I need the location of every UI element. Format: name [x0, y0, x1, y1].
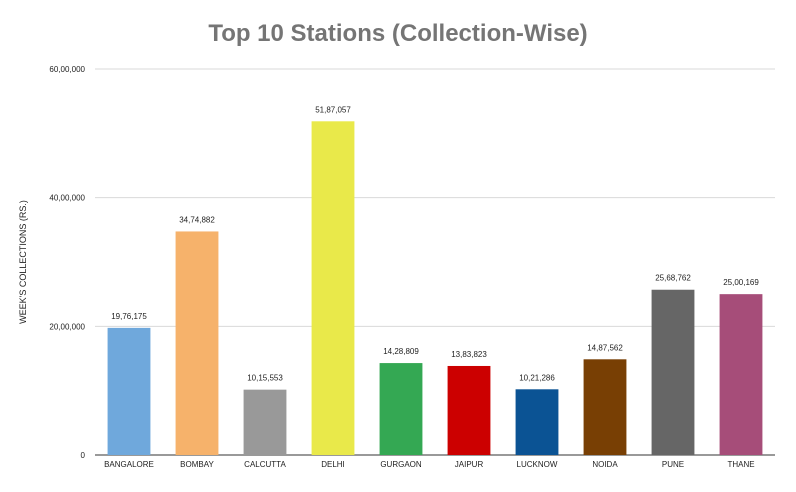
- y-tick-label: 40,00,000: [49, 194, 85, 203]
- bar: [651, 289, 695, 455]
- x-tick-label: CALCUTTA: [244, 460, 286, 469]
- bar: [107, 327, 151, 455]
- y-tick-label: 60,00,000: [49, 65, 85, 74]
- bar-value-label: 10,15,553: [247, 374, 283, 383]
- bar: [175, 231, 219, 455]
- bar: [311, 121, 355, 456]
- bar: [447, 365, 491, 455]
- bar-value-label: 51,87,057: [315, 105, 351, 114]
- bar: [515, 389, 559, 455]
- chart-title: Top 10 Stations (Collection-Wise): [208, 20, 588, 47]
- bar: [243, 389, 287, 455]
- bar-value-label: 25,68,762: [655, 274, 691, 283]
- x-tick-label: DELHI: [321, 460, 345, 469]
- y-tick-label: 0: [81, 451, 86, 460]
- bar-value-label: 19,76,175: [111, 312, 147, 321]
- bar-value-label: 25,00,169: [723, 278, 759, 287]
- bar: [379, 363, 423, 455]
- x-tick-label: THANE: [727, 460, 754, 469]
- bar-value-label: 10,21,286: [519, 373, 555, 382]
- x-tick-label: LUCKNOW: [517, 460, 558, 469]
- x-tick-label: NOIDA: [592, 460, 618, 469]
- bar-value-label: 14,28,809: [383, 347, 419, 356]
- x-tick-label: GURGAON: [380, 460, 422, 469]
- x-tick-label: BANGALORE: [104, 460, 154, 469]
- bar-value-label: 13,83,823: [451, 350, 487, 359]
- x-tick-label: JAIPUR: [455, 460, 484, 469]
- x-tick-label: PUNE: [662, 460, 684, 469]
- bar-value-label: 14,87,562: [587, 343, 623, 352]
- bar-value-label: 34,74,882: [179, 215, 215, 224]
- bar: [719, 294, 763, 455]
- bar: [583, 359, 627, 455]
- x-tick-label: BOMBAY: [180, 460, 214, 469]
- y-tick-label: 20,00,000: [49, 322, 85, 331]
